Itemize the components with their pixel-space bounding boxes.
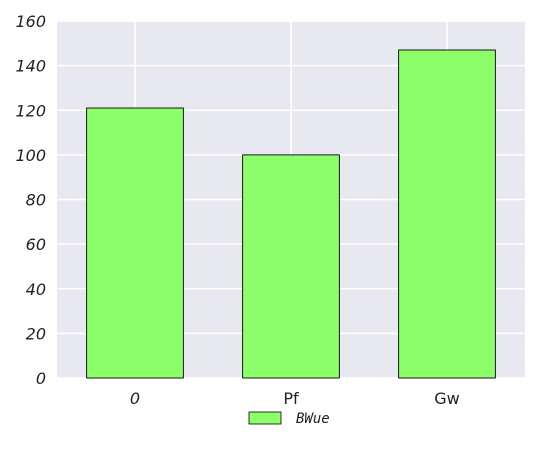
bar-gw xyxy=(398,49,496,379)
bar-pf xyxy=(242,154,340,379)
legend-label: BWue xyxy=(296,411,330,427)
bars-group xyxy=(86,49,496,379)
y-tick-label: 140 xyxy=(15,57,46,76)
y-tick-label: 40 xyxy=(26,280,46,299)
legend-swatch xyxy=(248,411,282,425)
legend: BWue xyxy=(248,411,330,427)
bar-0 xyxy=(86,107,184,379)
y-tick-label: 0 xyxy=(36,369,46,388)
y-tick-label: 80 xyxy=(26,191,46,210)
y-tick-label: 60 xyxy=(26,235,46,254)
x-tick-label: 0 xyxy=(130,389,140,408)
y-tick-label: 20 xyxy=(26,324,46,343)
y-axis-ticks: 0 20 40 60 80 100 120 140 160 xyxy=(15,12,46,388)
x-tick-label: Pf xyxy=(283,389,299,408)
x-tick-label: Gw xyxy=(434,389,459,408)
y-tick-label: 160 xyxy=(15,12,46,31)
y-tick-label: 120 xyxy=(15,101,46,120)
x-axis-ticks: 0 Pf Gw xyxy=(130,389,460,408)
y-tick-label: 100 xyxy=(15,146,46,165)
